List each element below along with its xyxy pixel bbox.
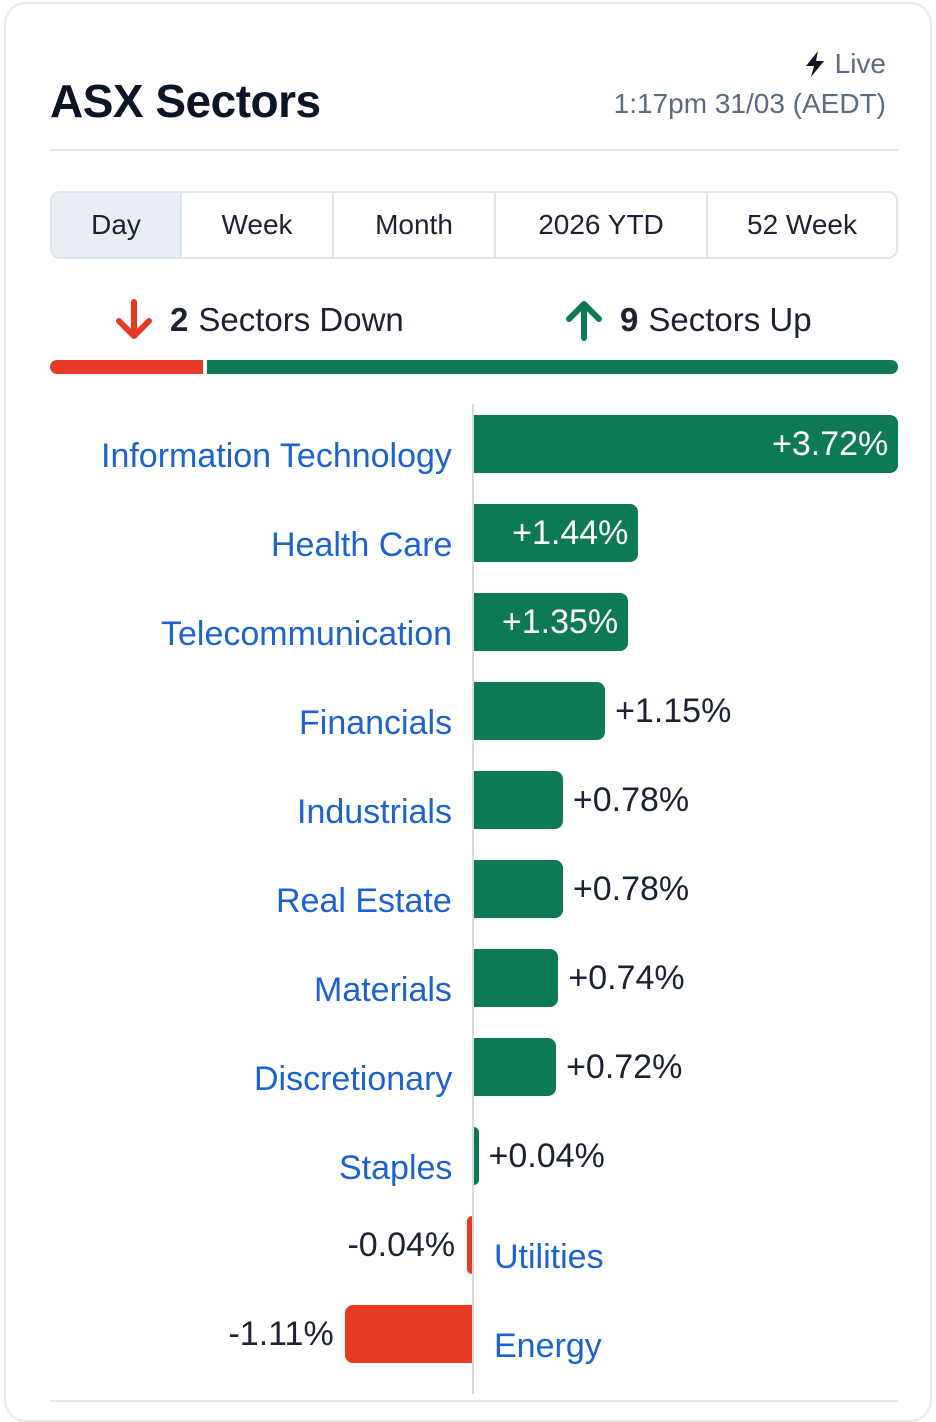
bar-information-technology xyxy=(474,415,898,473)
value-financials: +1.15% xyxy=(615,692,732,730)
sector-label-industrials[interactable]: Industrials xyxy=(297,793,452,831)
bar-staples xyxy=(474,1127,479,1185)
bar-industrials xyxy=(474,771,563,829)
value-materials: +0.74% xyxy=(568,959,685,997)
sectors-up-count: 9 xyxy=(620,301,639,338)
sector-label-utilities[interactable]: Utilities xyxy=(494,1238,604,1276)
sectors-up-summary: 9 Sectors Up xyxy=(564,298,812,342)
bar-materials xyxy=(474,949,559,1007)
arrow-up-icon xyxy=(566,301,602,341)
tab-day[interactable]: Day xyxy=(52,193,180,257)
sectors-down-count: 2 xyxy=(170,301,189,338)
tab-52-week[interactable]: 52 Week xyxy=(706,193,896,257)
bar-real-estate xyxy=(474,860,563,918)
timestamp: 1:17pm 31/03 (AEDT) xyxy=(613,88,886,119)
value-staples: +0.04% xyxy=(488,1137,605,1175)
value-telecommunication: +1.35% xyxy=(501,603,619,641)
sectors-up-label: Sectors Up xyxy=(648,301,812,338)
sector-card: ASX Sectors Live 1:17pm 31/03 (AEDT) Day… xyxy=(4,2,932,1422)
lightning-icon xyxy=(805,51,824,77)
live-indicator: Live xyxy=(803,48,886,80)
ratio-bar-down xyxy=(50,360,203,374)
sector-label-telecommunication[interactable]: Telecommunication xyxy=(161,615,453,653)
value-health-care: +1.44% xyxy=(512,514,629,552)
bar-telecommunication xyxy=(474,593,628,651)
value-real-estate: +0.78% xyxy=(572,870,690,908)
sectors-down-label: Sectors Down xyxy=(198,301,404,338)
bar-utilities xyxy=(467,1216,472,1274)
card-title: ASX Sectors xyxy=(50,75,321,127)
sector-label-information-technology[interactable]: Information Technology xyxy=(101,437,452,475)
arrow-down-icon xyxy=(116,299,152,339)
header-divider xyxy=(50,149,898,151)
bar-financials xyxy=(474,682,606,740)
sector-label-discretionary[interactable]: Discretionary xyxy=(254,1060,453,1098)
sector-label-materials[interactable]: Materials xyxy=(314,971,452,1009)
tab-week[interactable]: Week xyxy=(180,193,332,257)
sector-label-financials[interactable]: Financials xyxy=(299,704,453,742)
value-utilities: -0.04% xyxy=(347,1226,456,1264)
sector-label-staples[interactable]: Staples xyxy=(339,1149,453,1187)
sectors-down-summary: 2 Sectors Down xyxy=(114,298,404,342)
sector-label-energy[interactable]: Energy xyxy=(494,1327,602,1365)
tab-month[interactable]: Month xyxy=(332,193,494,257)
value-industrials: +0.78% xyxy=(572,781,690,819)
value-discretionary: +0.72% xyxy=(566,1048,683,1086)
ratio-bar-up xyxy=(207,360,898,374)
period-tabs: Day Week Month 2026 YTD 52 Week xyxy=(50,191,898,259)
bar-discretionary xyxy=(474,1038,557,1096)
sector-label-health-care[interactable]: Health Care xyxy=(271,526,453,564)
live-label: Live xyxy=(834,48,886,79)
value-energy: -1.11% xyxy=(228,1315,334,1353)
bar-health-care xyxy=(474,504,639,562)
chart-zero-axis xyxy=(472,404,474,1394)
value-information-technology: +3.72% xyxy=(772,425,889,463)
tab-ytd[interactable]: 2026 YTD xyxy=(494,193,706,257)
sector-label-real-estate[interactable]: Real Estate xyxy=(276,882,452,920)
footer-divider xyxy=(50,1400,898,1402)
bar-energy xyxy=(345,1305,472,1363)
